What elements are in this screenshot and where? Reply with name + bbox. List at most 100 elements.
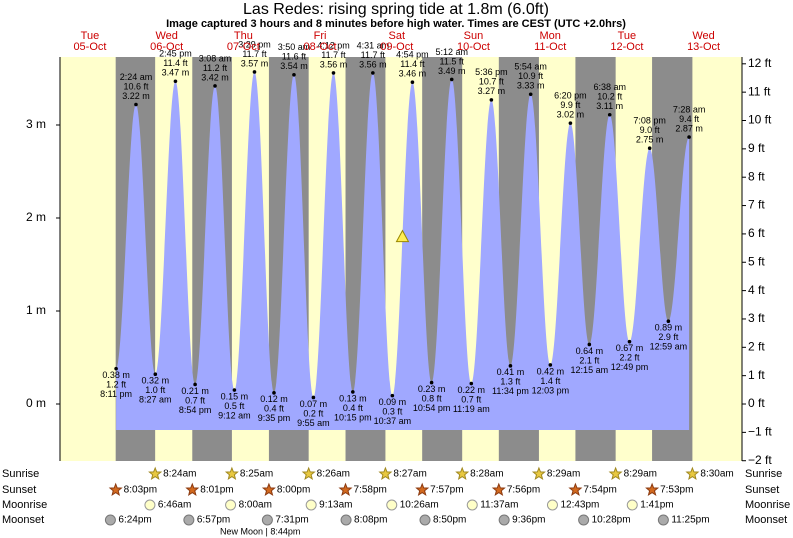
row-time: 6:24pm [118, 515, 151, 526]
row-label-right: Sunrise [745, 468, 782, 480]
tide-height-m: 3.42 m [201, 72, 229, 82]
day-name: Wed [692, 30, 714, 42]
tide-height-ft: 11.5 ft [440, 56, 465, 66]
tide-height-m: 0.21 m [181, 386, 209, 396]
tide-height-m: 3.33 m [517, 81, 545, 91]
y-tick-label: 2 m [26, 210, 46, 224]
row-time: 8:01pm [200, 485, 233, 496]
tide-point [627, 339, 632, 344]
day-date: 11-Oct [534, 41, 566, 53]
row-time: 8:29am [547, 469, 580, 480]
sunset-icon [415, 482, 430, 497]
moonset-icon [340, 514, 352, 526]
row-label-left: Moonset [2, 514, 44, 526]
tide-height-m: 3.46 m [399, 69, 427, 79]
y-tick-label: 0 m [26, 396, 46, 410]
tide-height-m: 0.22 m [458, 385, 486, 395]
moonset-icon [498, 514, 510, 526]
tide-point [331, 71, 336, 75]
tide-point [489, 98, 494, 102]
row-time: 11:37am [480, 500, 518, 511]
day-date: 09-Oct [380, 41, 413, 53]
tide-height-m: 2.87 m [675, 123, 703, 133]
tide-height-ft: 10.2 ft [597, 92, 623, 102]
row-time: 10:28pm [592, 515, 631, 526]
tide-point [548, 363, 553, 367]
row-label-left: Sunrise [2, 468, 39, 480]
y-tick-label: 3 m [26, 117, 46, 131]
sunset-icon [108, 482, 123, 497]
moonset-icon [183, 514, 195, 526]
row-time: 6:57pm [197, 515, 230, 526]
tide-point [687, 135, 691, 139]
row-time: 8:50pm [433, 515, 466, 526]
sunset-icon [338, 482, 353, 497]
tide-time: 6:38 am [593, 82, 626, 92]
row-time: 8:24am [163, 469, 196, 480]
y2-tick-label: 5 ft [748, 254, 765, 268]
tide-time: 9:55 am [297, 418, 330, 428]
row-time: 7:54pm [583, 485, 616, 496]
tide-height-ft: 11.6 ft [282, 52, 307, 62]
row-time: 8:27am [393, 469, 426, 480]
tide-height-ft: 2.1 ft [579, 355, 600, 365]
tide-point [469, 381, 474, 386]
tide-time: 3:50 am [278, 42, 311, 52]
tide-time: 4:31 am [357, 40, 390, 50]
tide-time: 7:28 am [673, 104, 706, 114]
tide-time: 10:37 am [374, 416, 412, 426]
row-time: 7:57pm [430, 485, 463, 496]
moonset-icon [104, 514, 116, 526]
tide-time: 3:29 pm [238, 39, 271, 49]
y2-tick-label: −2 ft [748, 453, 772, 467]
day-date: 05-Oct [73, 41, 106, 53]
day-name: Sun [464, 30, 484, 42]
sunset-icon [645, 482, 660, 497]
chart-title: Las Redes: rising spring tide at 1.8m (6… [243, 1, 549, 18]
tide-time: 10:54 pm [413, 403, 451, 413]
tide-height-m: 3.27 m [478, 86, 506, 96]
tide-area [116, 71, 690, 430]
tide-time: 9:35 pm [258, 413, 291, 423]
tide-height-ft: 10.6 ft [123, 81, 149, 91]
sunrise-icon [531, 466, 546, 481]
row-time: 8:03pm [124, 485, 157, 496]
moonset-icon [419, 514, 431, 526]
moonset-icon [578, 514, 590, 526]
day-date: 08-Oct [304, 41, 337, 53]
day-name: Sat [389, 30, 406, 42]
day-date: 13-Oct [687, 41, 720, 53]
row-time: 7:53pm [660, 485, 693, 496]
tide-height-ft: 0.8 ft [422, 393, 443, 403]
day-date: 10-Oct [457, 41, 490, 53]
tide-height-m: 0.64 m [576, 346, 604, 356]
day-date: 07-Oct [227, 41, 260, 53]
tide-height-m: 0.15 m [221, 391, 249, 401]
moonrise-icon [305, 499, 317, 511]
moonrise-icon [626, 499, 638, 511]
sunset-icon [261, 482, 276, 497]
row-time: 12:43pm [560, 500, 599, 511]
tide-time: 8:11 pm [100, 389, 132, 399]
moonrise-icon [225, 499, 237, 511]
day-date: 12-Oct [610, 41, 643, 53]
sunrise-icon [224, 466, 239, 481]
y2-tick-label: 1 ft [748, 368, 765, 382]
moonset-icon [657, 514, 669, 526]
current-level-marker [395, 229, 410, 243]
y2-tick-label: 10 ft [748, 113, 772, 127]
tide-point [351, 390, 355, 394]
tide-point [252, 70, 257, 74]
tide-height-m: 0.41 m [497, 367, 525, 377]
row-label-left: Moonrise [2, 499, 47, 511]
row-label-right: Moonset [745, 514, 787, 526]
tide-height-ft: 11.7 ft [242, 49, 267, 59]
tide-height-m: 3.11 m [596, 101, 623, 111]
tide-point [390, 393, 395, 398]
row-time: 8:00am [239, 500, 272, 511]
tide-height-ft: 2.2 ft [619, 353, 640, 363]
row-time: 8:26am [317, 469, 350, 480]
tide-point [607, 112, 612, 117]
tide-height-m: 3.54 m [280, 61, 308, 71]
tide-height-m: 3.57 m [241, 58, 269, 68]
